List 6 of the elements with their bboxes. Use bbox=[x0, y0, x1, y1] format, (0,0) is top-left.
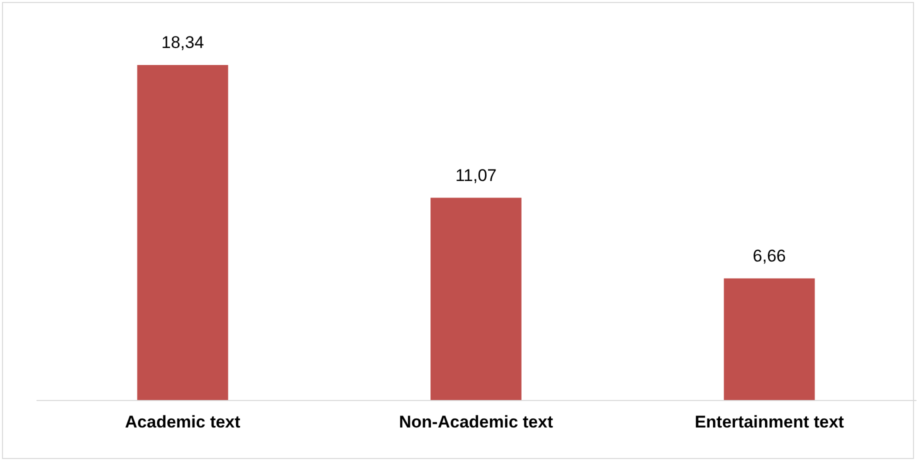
x-tick-label: Entertainment text bbox=[694, 412, 844, 432]
x-tick-label: Non-Academic text bbox=[399, 412, 554, 432]
data-label: 18,34 bbox=[161, 32, 204, 52]
x-tick-label: Academic text bbox=[125, 412, 241, 432]
data-label: 6,66 bbox=[752, 246, 786, 266]
data-label: 11,07 bbox=[455, 166, 497, 185]
